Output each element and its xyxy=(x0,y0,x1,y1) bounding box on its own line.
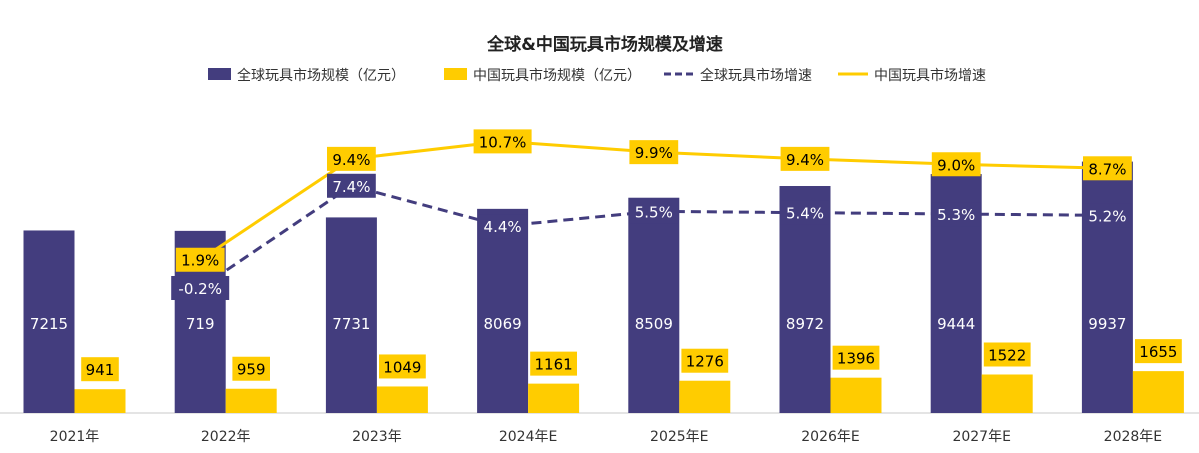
legend-label-3: 中国玩具市场增速 xyxy=(874,67,986,84)
line-label-global-2: 7.4% xyxy=(332,178,370,196)
bar-label-china-5: 1396 xyxy=(837,350,875,368)
bar-label-china-box-1 xyxy=(232,356,270,381)
line-label-global-7: 5.2% xyxy=(1088,207,1126,225)
bar-label-china-7: 1655 xyxy=(1139,343,1177,361)
bar-label-china-0: 941 xyxy=(86,361,115,379)
line-label-china-5: 9.4% xyxy=(786,151,824,169)
line-label-china-box-6 xyxy=(931,152,981,177)
bar-global-4 xyxy=(628,197,680,413)
legend-label-1: 中国玩具市场规模（亿元） xyxy=(473,67,641,84)
bar-label-china-box-0 xyxy=(81,357,119,382)
bar-label-china-box-3 xyxy=(530,351,577,376)
line-label-global-6: 5.3% xyxy=(937,206,975,224)
bar-label-global-5: 8972 xyxy=(786,315,824,333)
bar-label-china-1: 959 xyxy=(237,361,266,379)
line-label-china-box-7 xyxy=(1083,156,1132,181)
x-tick-label-3: 2024年E xyxy=(499,429,557,445)
bar-label-china-2: 1049 xyxy=(383,358,421,376)
legend-swatch-1 xyxy=(444,68,467,80)
line-label-global-box-5 xyxy=(780,200,830,225)
bar-label-china-6: 1522 xyxy=(988,346,1026,364)
bar-label-global-2: 7731 xyxy=(332,315,370,333)
line-label-china-box-4 xyxy=(629,140,679,165)
line-label-china-1: 1.9% xyxy=(181,252,219,270)
bar-china-5 xyxy=(830,377,882,413)
x-tick-label-5: 2026年E xyxy=(801,429,859,445)
bar-china-3 xyxy=(528,383,580,413)
bar-china-0 xyxy=(74,389,126,413)
bar-label-global-3: 8069 xyxy=(484,315,522,333)
line-label-global-3: 4.4% xyxy=(484,218,522,236)
bar-label-global-4: 8509 xyxy=(635,315,673,333)
x-tick-label-1: 2022年 xyxy=(201,429,251,445)
bar-labels: 7215 719 7731 8069 8509 8972 9444 9937 941 959 104… xyxy=(30,129,1182,382)
bar-global-3 xyxy=(477,208,529,413)
line-label-global-box-1 xyxy=(171,275,230,300)
x-tick-label-2: 2023年 xyxy=(352,429,402,445)
line-label-china-2: 9.4% xyxy=(332,151,370,169)
line-label-global-4: 5.5% xyxy=(635,203,673,221)
bar-china-1 xyxy=(225,388,277,413)
bar-label-china-box-4 xyxy=(681,348,729,373)
bar-label-china-box-6 xyxy=(983,342,1031,367)
x-axis-ticks: 2021年 2022年 2023年 2024年E 2025年E 2026年E 2027年E 2… xyxy=(50,429,1162,445)
bar-label-global-1: 719 xyxy=(186,315,215,333)
bar-label-china-3: 1161 xyxy=(535,356,573,374)
line-label-china-6: 9.0% xyxy=(937,156,975,174)
legend-swatch-0 xyxy=(208,68,231,80)
bar-china-2 xyxy=(376,386,428,413)
line-label-global-1: -0.2% xyxy=(178,280,222,298)
line-label-china-box-2 xyxy=(327,146,376,171)
bar-global-0 xyxy=(23,230,75,413)
x-tick-label-6: 2027年E xyxy=(952,429,1010,445)
line-label-global-box-3 xyxy=(478,214,527,239)
bar-china-6 xyxy=(981,374,1033,413)
line-label-china-box-1 xyxy=(175,247,225,272)
legend-label-0: 全球玩具市场规模（亿元） xyxy=(237,67,405,84)
line-label-china-box-3 xyxy=(473,129,532,154)
x-tick-label-4: 2025年E xyxy=(650,429,708,445)
line-label-global-box-2 xyxy=(327,173,376,198)
bar-china-4 xyxy=(679,380,731,413)
x-tick-label-0: 2021年 xyxy=(50,429,100,445)
bar-global-2 xyxy=(325,217,377,413)
line-label-china-3: 10.7% xyxy=(479,133,527,151)
bar-china-7 xyxy=(1132,371,1184,413)
line-label-china-box-5 xyxy=(780,146,830,171)
chart-title: 全球&中国玩具市场规模及增速 xyxy=(486,34,723,55)
line-label-china-4: 9.9% xyxy=(635,144,673,162)
line-label-global-box-6 xyxy=(931,202,981,227)
bar-label-global-0: 7215 xyxy=(30,315,68,333)
legend-label-2: 全球玩具市场增速 xyxy=(700,67,812,84)
bar-label-china-box-2 xyxy=(379,354,426,379)
line-label-china-7: 8.7% xyxy=(1088,160,1126,178)
bar-label-global-7: 9937 xyxy=(1088,315,1126,333)
line-label-global-box-7 xyxy=(1083,203,1132,228)
line-label-global-5: 5.4% xyxy=(786,205,824,223)
bar-label-china-4: 1276 xyxy=(686,353,724,371)
bar-global-7 xyxy=(1081,161,1133,413)
line-label-global-box-4 xyxy=(629,199,679,224)
legend: 全球玩具市场规模（亿元） 中国玩具市场规模（亿元） 全球玩具市场增速 中国玩具市场增速 xyxy=(208,67,986,84)
bar-label-china-box-5 xyxy=(832,345,880,370)
x-tick-label-7: 2028年E xyxy=(1104,429,1162,445)
bar-label-china-box-7 xyxy=(1135,339,1182,364)
bar-label-global-6: 9444 xyxy=(937,315,975,333)
